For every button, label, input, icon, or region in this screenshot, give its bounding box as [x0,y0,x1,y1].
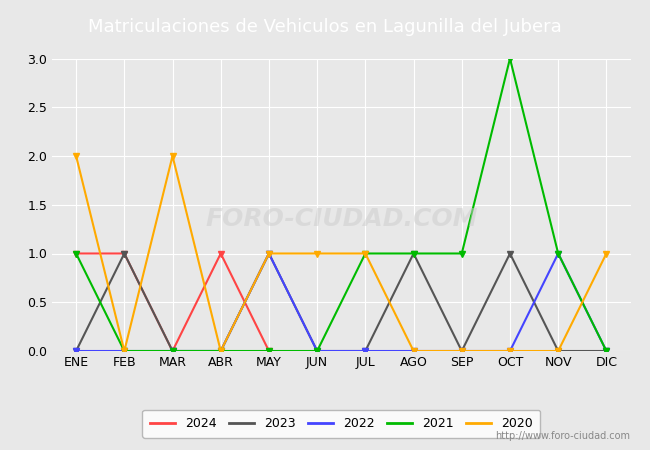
Text: http://www.foro-ciudad.com: http://www.foro-ciudad.com [495,431,630,441]
Legend: 2024, 2023, 2022, 2021, 2020: 2024, 2023, 2022, 2021, 2020 [142,410,540,438]
Text: Matriculaciones de Vehiculos en Lagunilla del Jubera: Matriculaciones de Vehiculos en Lagunill… [88,18,562,36]
Text: FORO-CIUDAD.COM: FORO-CIUDAD.COM [205,207,478,231]
